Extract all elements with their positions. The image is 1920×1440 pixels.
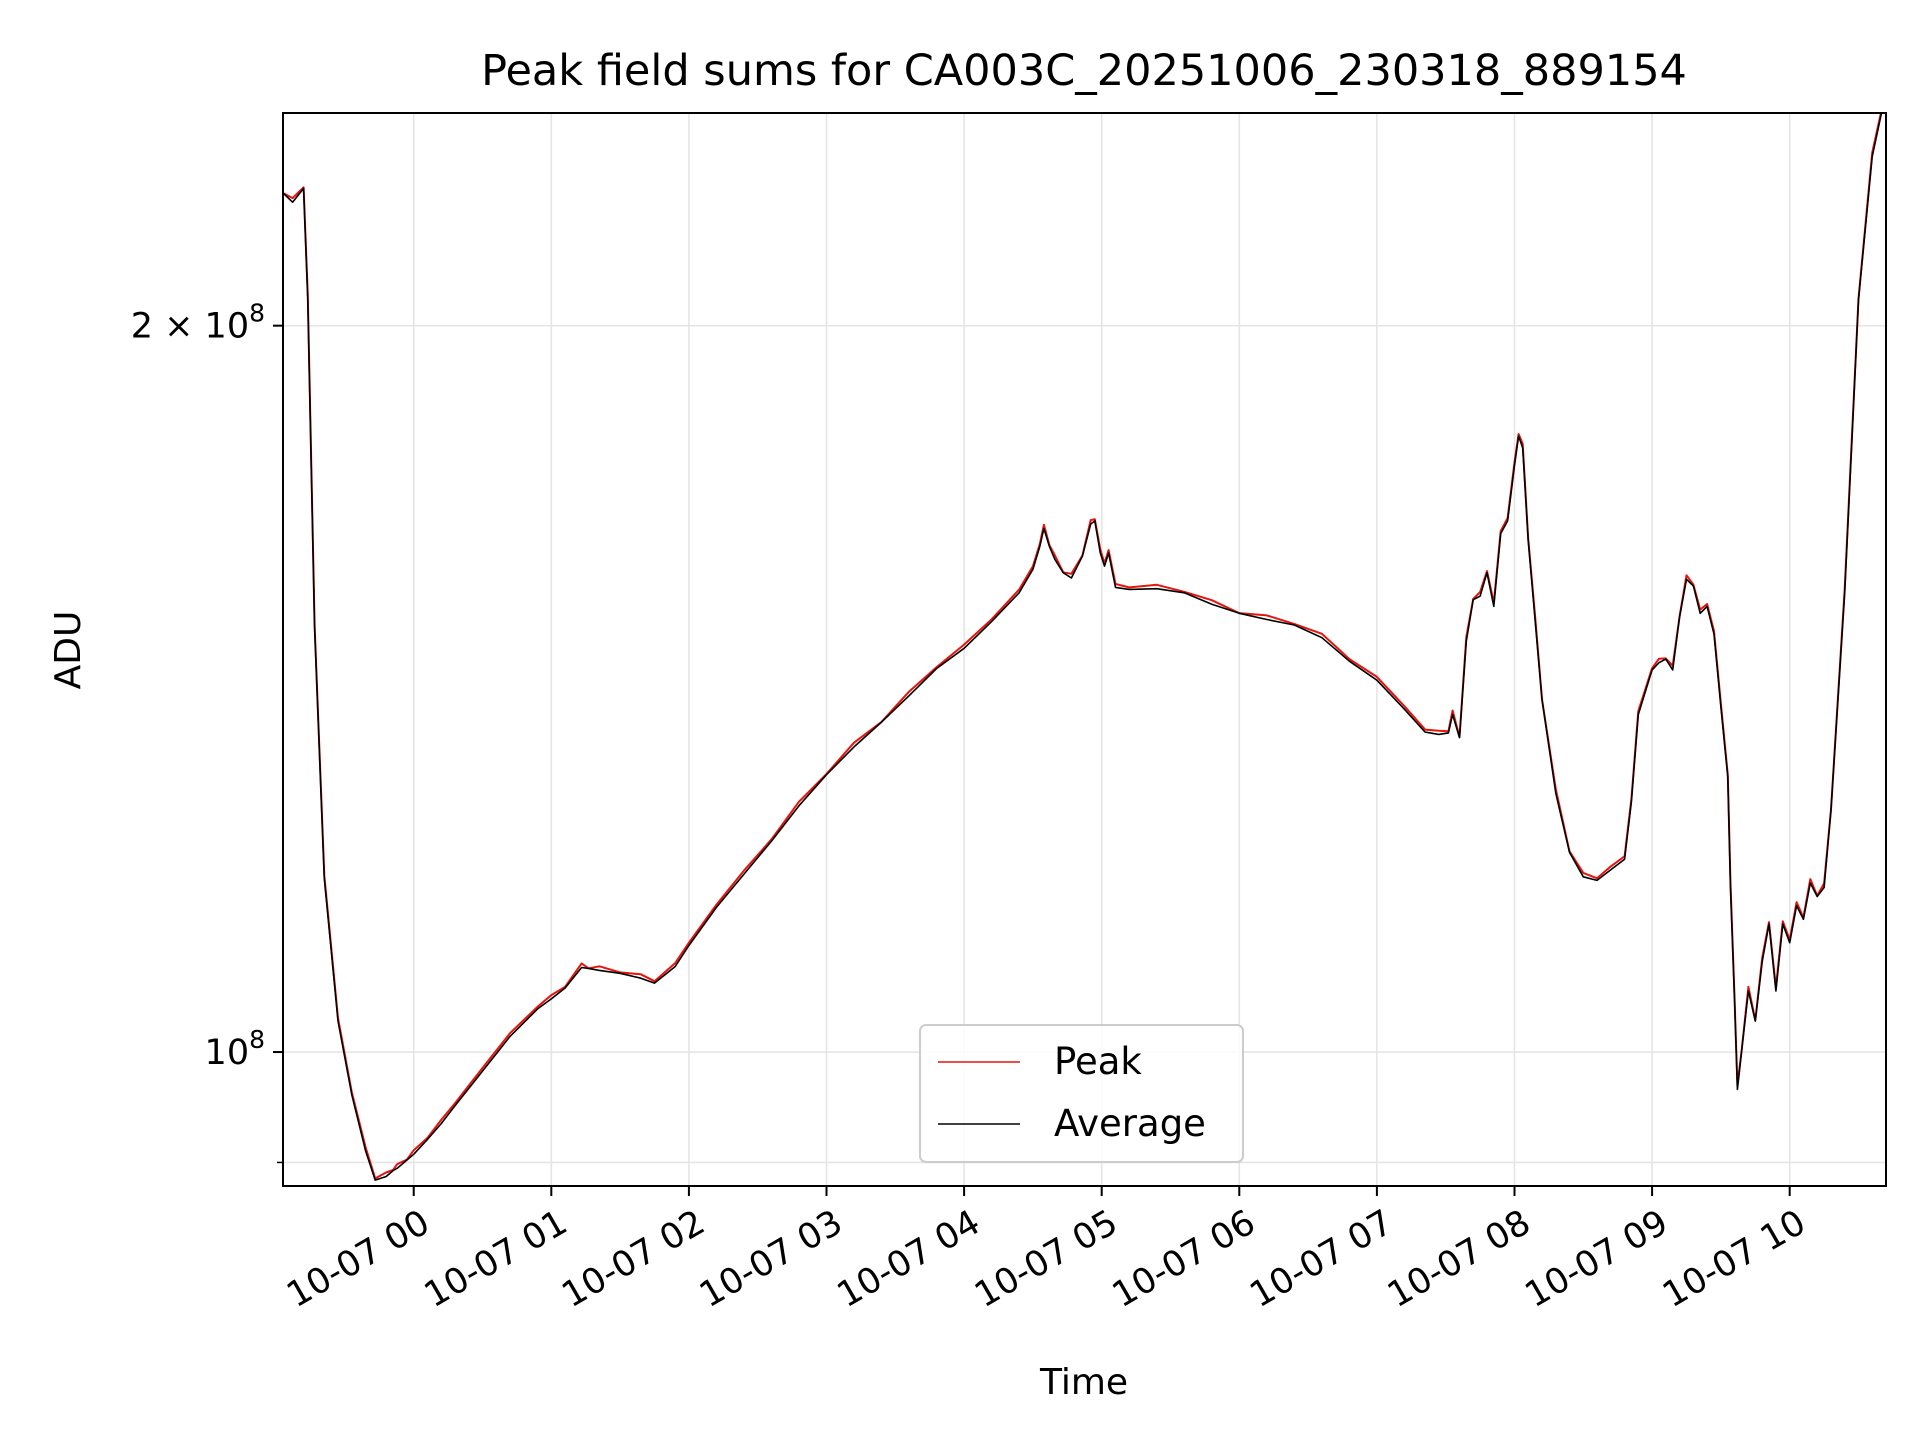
- y-tick-label-exponent: 8: [249, 299, 265, 328]
- x-axis-label: Time: [1039, 1362, 1128, 1403]
- series: [283, 113, 1883, 1181]
- legend-label-peak: Peak: [1054, 1040, 1142, 1083]
- plot-frame: [282, 112, 1887, 1187]
- legend: Peak Average: [919, 1024, 1244, 1163]
- legend-label-average: Average: [1054, 1102, 1206, 1145]
- y-tick-label-base: 2 × 10: [131, 307, 249, 347]
- y-tick-label: 108: [205, 1025, 265, 1073]
- legend-box: [919, 1024, 1244, 1163]
- y-axis-label: ADU: [48, 611, 89, 690]
- chart-title: Peak field sums for CA003C_20251006_2303…: [481, 46, 1687, 96]
- y-tick-label: 2 × 108: [131, 299, 265, 347]
- y-tick-label-exponent: 8: [249, 1025, 265, 1054]
- series-line-average: [283, 113, 1883, 1181]
- y-tick-label-base: 10: [205, 1033, 250, 1073]
